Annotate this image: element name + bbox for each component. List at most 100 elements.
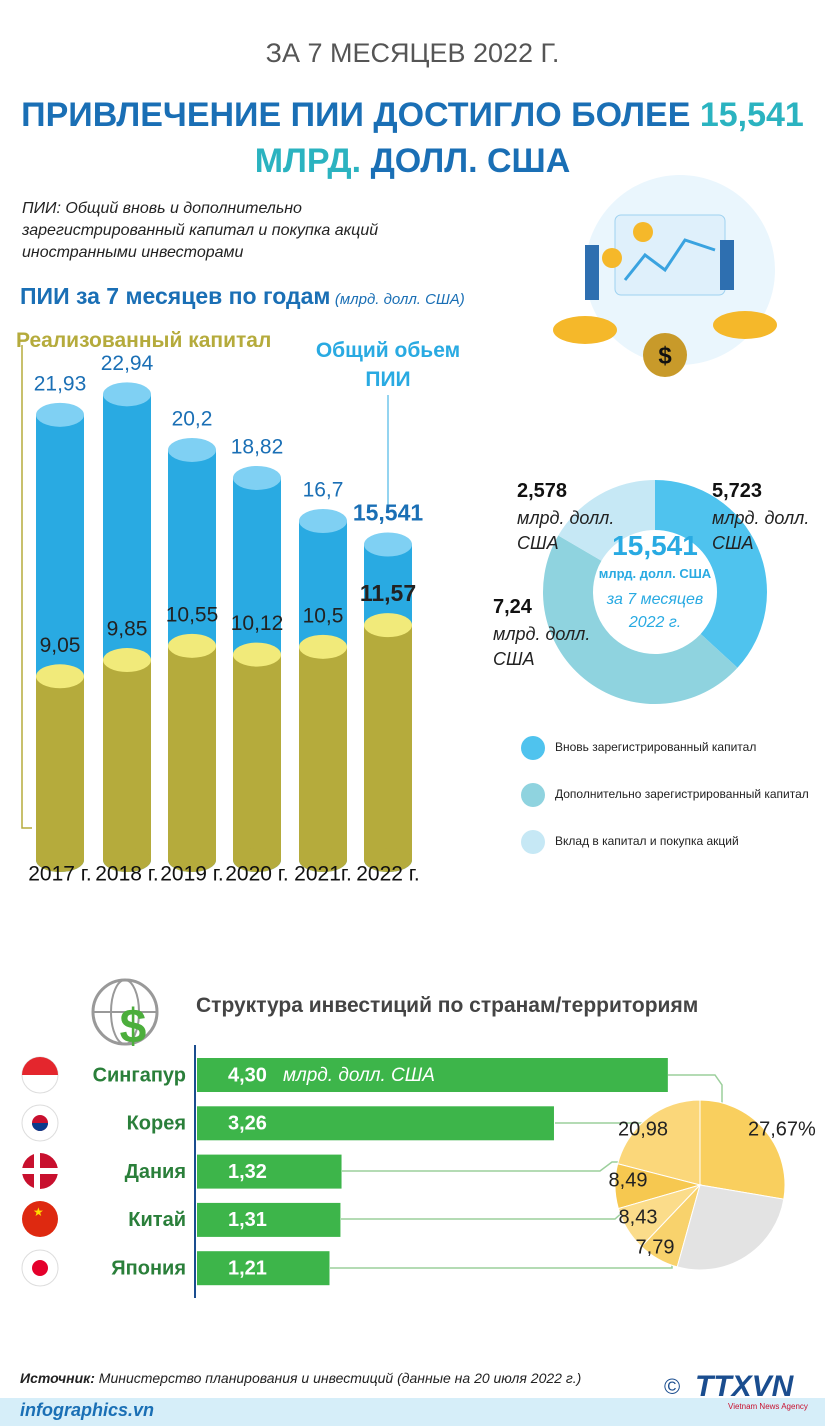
flags: ★ (21, 1056, 59, 1287)
chart-title-text: ПИИ за 7 месяцев по годам (20, 283, 331, 309)
connector (668, 1074, 723, 1105)
data-label: 7,79 (636, 1236, 675, 1258)
globe-icon: $ (91, 978, 159, 1054)
logo-sub: Vietnam News Agency (728, 1402, 808, 1411)
value-label: 10,12 (231, 612, 284, 635)
svg-text:★: ★ (33, 1205, 44, 1219)
donut-segment (558, 480, 655, 561)
data-label: 8,49 (609, 1169, 648, 1191)
data-label: 27,67% (748, 1118, 816, 1140)
source-text: Министерство планирования и инвестиций (… (98, 1370, 582, 1386)
connector (341, 1209, 626, 1220)
copyright-sign: © (664, 1374, 681, 1399)
bar-bottom (168, 848, 216, 872)
value-label: 15,541 (353, 500, 424, 526)
bar-top (168, 633, 216, 658)
legend-entry: Вклад в капитал и покупка акций (555, 834, 739, 848)
bar-bottom (233, 848, 281, 872)
bar-bottom (103, 848, 151, 872)
pie-slice (699, 1099, 786, 1200)
chart-unit: (млрд. долл. США) (334, 291, 465, 308)
value-label: 16,7 (303, 479, 344, 502)
x-tick-label: 2022 г. (356, 863, 419, 886)
bar (103, 660, 151, 860)
bar-bottom (36, 848, 84, 872)
legend-swatch (521, 736, 545, 760)
definition: ПИИ: Общий вновь и дополнительно зарегис… (22, 200, 379, 261)
data-label-unit: млрд. долл. США (712, 508, 810, 553)
value-label: 20,2 (172, 407, 213, 430)
bar-bottom (364, 848, 412, 872)
value-label: 1,32 (228, 1161, 267, 1183)
chart-title: Структура инвестиций по странам/территор… (196, 994, 699, 1017)
bar (168, 645, 216, 860)
chart-title: ПИИ за 7 месяцев по годам (млрд. долл. С… (20, 283, 580, 310)
value-label: 10,55 (166, 603, 219, 626)
bar-top (103, 648, 151, 673)
value-label: 9,85 (107, 618, 148, 641)
subtitle: ЗА 7 МЕСЯЦЕВ 2022 Г. (265, 38, 560, 68)
bar-top (168, 437, 216, 462)
bar (36, 676, 84, 860)
illustration: $ (553, 175, 777, 377)
legend-swatch (521, 783, 545, 807)
title: ПРИВЛЕЧЕНИЕ ПИИ ДОСТИГЛО БОЛЕЕ 15,541 МЛ… (0, 92, 825, 184)
svg-text:$: $ (658, 342, 672, 369)
legend-entry: Реализованный капитал (16, 329, 272, 352)
value-label: 9,05 (40, 634, 81, 657)
x-tick-label: 2018 г. (95, 863, 158, 886)
value-label: 3,26 (228, 1113, 267, 1135)
y-tick-label: Япония (111, 1257, 186, 1279)
x-tick-label: 2017 г. (28, 863, 91, 886)
bar-top (36, 664, 84, 689)
legend-entry: Дополнительно зарегистрированный капитал (555, 787, 809, 801)
svg-text:$: $ (120, 1001, 147, 1054)
value-label: 21,93 (34, 372, 87, 395)
data-label: 20,98 (618, 1118, 668, 1140)
pie-rest (676, 1184, 785, 1271)
y-tick-label: Дания (125, 1161, 186, 1183)
unit-label: млрд. долл. США (283, 1065, 435, 1086)
footer-bar (0, 1398, 825, 1426)
bar (364, 625, 412, 860)
donut-segment (543, 535, 738, 704)
legend-bracket (21, 345, 32, 829)
title-highlight: 15,541 (699, 96, 804, 134)
legend-entry: Общий обьем ПИИ (315, 339, 461, 391)
connector (342, 1161, 640, 1172)
y-tick-label: Корея (127, 1113, 186, 1135)
value-label: 1,31 (228, 1209, 267, 1231)
x-tick-label: 2020 г. (225, 863, 288, 886)
legend-entry: Вновь зарегистрированный капитал (555, 740, 757, 754)
title-text: ДОЛЛ. США (370, 142, 571, 180)
x-tick-label: 2021г. (294, 863, 352, 886)
connector (330, 1255, 673, 1269)
value-label: 1,21 (228, 1257, 267, 1279)
bar (197, 1058, 668, 1092)
bar (233, 654, 281, 860)
data-label-unit: млрд. долл. США (517, 508, 615, 553)
value-label: 22,94 (101, 352, 154, 375)
bar (197, 1202, 341, 1237)
legend-swatch (521, 830, 545, 854)
bar (197, 1106, 554, 1141)
bar-top (299, 634, 347, 659)
title-text: ПРИВЛЕЧЕНИЕ ПИИ ДОСТИГЛО БОЛЕЕ (21, 96, 691, 134)
site: infographics.vn (20, 1400, 155, 1420)
center-unit: млрд. долл. США (598, 566, 712, 581)
source: Источник: Министерство планирования и ин… (20, 1370, 720, 1386)
source-label: Источник: (20, 1370, 95, 1386)
x-tick-label: 2019 г. (160, 863, 223, 886)
data-label: 8,43 (619, 1206, 658, 1228)
bar-top (299, 508, 347, 533)
pie-slice (617, 1099, 701, 1186)
value-label: 4,30 (228, 1064, 267, 1086)
bar-bottom (299, 848, 347, 872)
data-label-unit: млрд. долл. США (493, 624, 591, 669)
data-label: 2,578 (517, 480, 568, 502)
bar-top (36, 402, 84, 427)
center-note: за 7 месяцев 2022 г. (606, 591, 704, 631)
bar-top (233, 465, 281, 490)
center-value: 15,541 (612, 530, 698, 561)
